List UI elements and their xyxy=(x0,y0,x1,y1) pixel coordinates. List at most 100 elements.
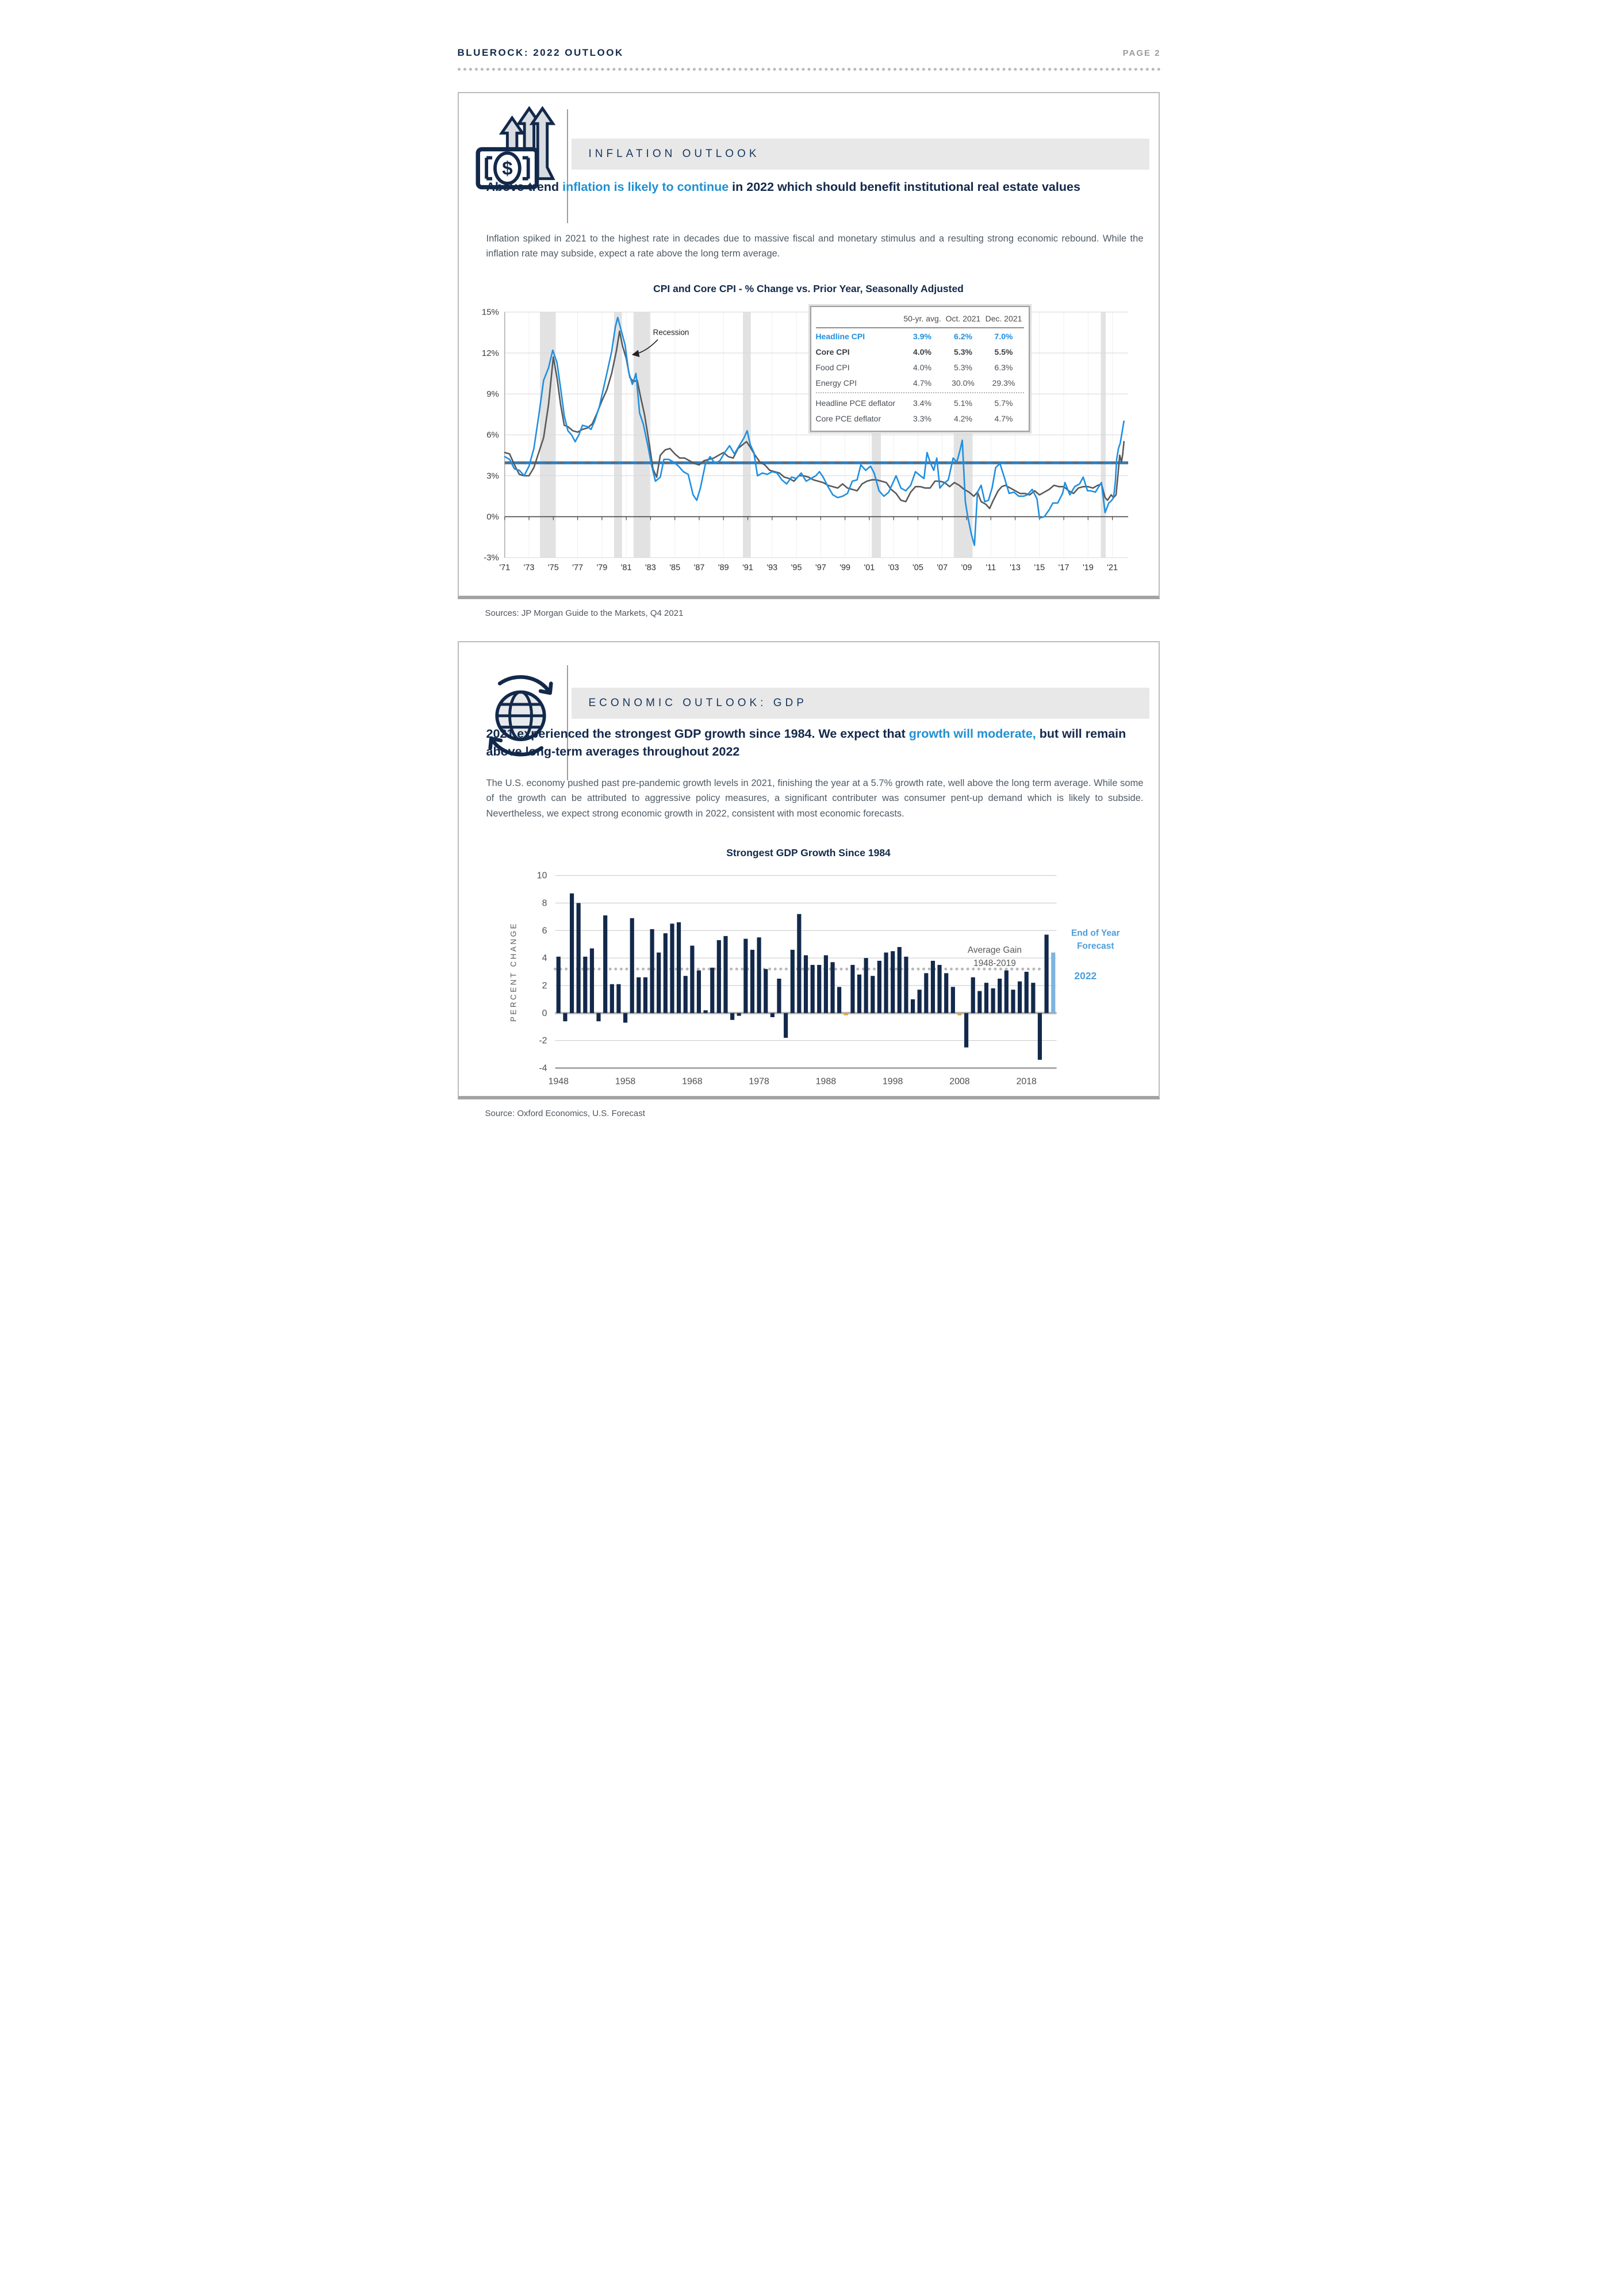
svg-text:3%: 3% xyxy=(486,471,499,481)
svg-text:'91: '91 xyxy=(742,564,753,572)
gdp-bar-1958 xyxy=(623,1013,627,1023)
gdp-bar-1976 xyxy=(743,938,747,1013)
gdp-bar-1957 xyxy=(616,984,621,1013)
gdp-bar-1961 xyxy=(643,977,647,1013)
svg-text:'19: '19 xyxy=(1082,564,1093,572)
svg-text:-3%: -3% xyxy=(484,553,499,563)
gdp-bar-1959 xyxy=(630,918,634,1013)
svg-text:-4: -4 xyxy=(539,1063,547,1073)
svg-text:'11: '11 xyxy=(986,564,996,572)
gdp-bar-2000 xyxy=(903,956,908,1013)
gdp-outlook-card: ECONOMIC OUTLOOK: GDP 2021 experienced t… xyxy=(457,641,1160,1099)
svg-text:1968: 1968 xyxy=(682,1076,703,1086)
gdp-bar-1954 xyxy=(596,1013,601,1022)
svg-text:6%: 6% xyxy=(486,430,499,440)
table-value-cell: 5.7% xyxy=(994,398,1013,408)
svg-text:'81: '81 xyxy=(620,564,631,572)
gdp-bar-1980 xyxy=(770,1013,775,1017)
gdp-bar-2020 xyxy=(1037,1013,1042,1060)
table-header-cell: Dec. 2021 xyxy=(985,313,1022,323)
gdp-bar-1990 xyxy=(837,987,841,1013)
svg-text:'21: '21 xyxy=(1107,564,1118,572)
gdp-bar-2004 xyxy=(930,960,935,1013)
gdp-bar-2022 xyxy=(1050,952,1055,1013)
inflation-body-text: Inflation spiked in 2021 to the highest … xyxy=(486,233,1144,259)
gdp-bar-1965 xyxy=(669,923,674,1013)
table-value-cell: 5.3% xyxy=(954,362,972,372)
svg-text:2008: 2008 xyxy=(949,1076,970,1086)
svg-text:'01: '01 xyxy=(864,564,875,572)
svg-text:'87: '87 xyxy=(693,564,704,572)
table-value-cell: 5.1% xyxy=(954,398,972,408)
gdp-bar-1971 xyxy=(710,967,714,1013)
gdp-bar-2006 xyxy=(944,973,948,1013)
gdp-bar-1951 xyxy=(576,903,581,1013)
svg-text:'09: '09 xyxy=(961,564,972,572)
table-header-cell: Oct. 2021 xyxy=(945,313,981,323)
gdp-banner: ECONOMIC OUTLOOK: GDP xyxy=(571,688,1149,719)
cpi-chart-title: CPI and Core CPI - % Change vs. Prior Ye… xyxy=(653,283,964,294)
table-row-label: Core PCE deflator xyxy=(815,413,881,423)
gdp-bar-2010 xyxy=(971,977,975,1013)
table-row: Core CPI 4.0% 5.3% 5.5% xyxy=(816,344,1024,359)
gdp-bar-2002 xyxy=(917,990,922,1013)
gdp-bar-1967 xyxy=(683,976,688,1013)
table-value-cell: 30.0% xyxy=(952,378,975,388)
gdp-heading: 2021 experienced the strongest GDP growt… xyxy=(486,727,1126,759)
table-value-cell: 3.3% xyxy=(913,413,931,423)
gdp-bar-2001 xyxy=(910,999,915,1013)
gdp-bar-2019 xyxy=(1030,983,1035,1013)
svg-text:9%: 9% xyxy=(486,389,499,399)
section-divider xyxy=(566,665,568,780)
gdp-bar-2008 xyxy=(957,1013,961,1015)
globe-cycle-icon xyxy=(473,666,568,758)
svg-text:'17: '17 xyxy=(1058,564,1069,572)
gdp-bar-2005 xyxy=(937,965,942,1013)
gdp-bar-1948 xyxy=(556,956,561,1013)
svg-text:'75: '75 xyxy=(547,564,558,572)
svg-text:'73: '73 xyxy=(523,564,534,572)
svg-text:Forecast: Forecast xyxy=(1077,941,1114,951)
gdp-bar-1982 xyxy=(783,1013,788,1038)
gdp-bar-1956 xyxy=(609,984,614,1013)
svg-text:'03: '03 xyxy=(888,564,899,572)
svg-text:'07: '07 xyxy=(937,564,948,572)
series-core-cpi xyxy=(503,330,1125,509)
gdp-bar-2013 xyxy=(991,988,995,1013)
svg-text:'13: '13 xyxy=(1010,564,1021,572)
gdp-bar-2015 xyxy=(1004,970,1009,1013)
table-value-cell: 6.2% xyxy=(954,331,972,341)
gdp-bar-1978 xyxy=(757,937,761,1013)
svg-text:4: 4 xyxy=(542,953,547,963)
table-value-cell: 5.3% xyxy=(954,347,972,357)
brand-title: BLUEROCK: 2022 OUTLOOK xyxy=(457,47,624,58)
gdp-bar-1984 xyxy=(796,914,801,1013)
table-value-cell: 3.4% xyxy=(913,398,931,408)
svg-text:1958: 1958 xyxy=(615,1076,635,1086)
table-value-cell: 4.0% xyxy=(913,362,931,372)
gdp-heading-highlight: growth will moderate, xyxy=(908,727,1036,741)
gdp-y-axis-title: PERCENT CHANGE xyxy=(509,922,517,1022)
page-header: BLUEROCK: 2022 OUTLOOK PAGE 2 xyxy=(457,47,1161,71)
gdp-bar-1964 xyxy=(663,933,668,1013)
gdp-bar-1955 xyxy=(603,915,607,1013)
table-row: Food CPI 4.0% 5.3% 6.3% xyxy=(816,359,1024,375)
table-value-cell: 6.3% xyxy=(994,362,1013,372)
gdp-bar-1988 xyxy=(823,955,828,1013)
table-row-label: Headline PCE deflator xyxy=(815,398,896,408)
gdp-bar-1950 xyxy=(569,893,574,1013)
gdp-bar-1996 xyxy=(877,960,881,1013)
table-row: Core PCE deflator 3.3% 4.2% 4.7% xyxy=(816,411,1024,426)
gdp-bar-1985 xyxy=(803,955,808,1013)
gdp-bar-2012 xyxy=(984,983,988,1013)
svg-text:'79: '79 xyxy=(596,564,607,572)
gdp-bar-1966 xyxy=(676,922,681,1013)
svg-text:1948: 1948 xyxy=(548,1076,569,1086)
gdp-bar-1962 xyxy=(650,929,654,1013)
table-row-label: Core CPI xyxy=(815,347,850,357)
table-value-cell: 3.9% xyxy=(913,331,931,341)
gdp-bar-2014 xyxy=(997,979,1002,1013)
gdp-bar-1999 xyxy=(897,946,902,1013)
gdp-bar-1960 xyxy=(636,977,641,1013)
table-row-label: Headline CPI xyxy=(815,331,865,341)
